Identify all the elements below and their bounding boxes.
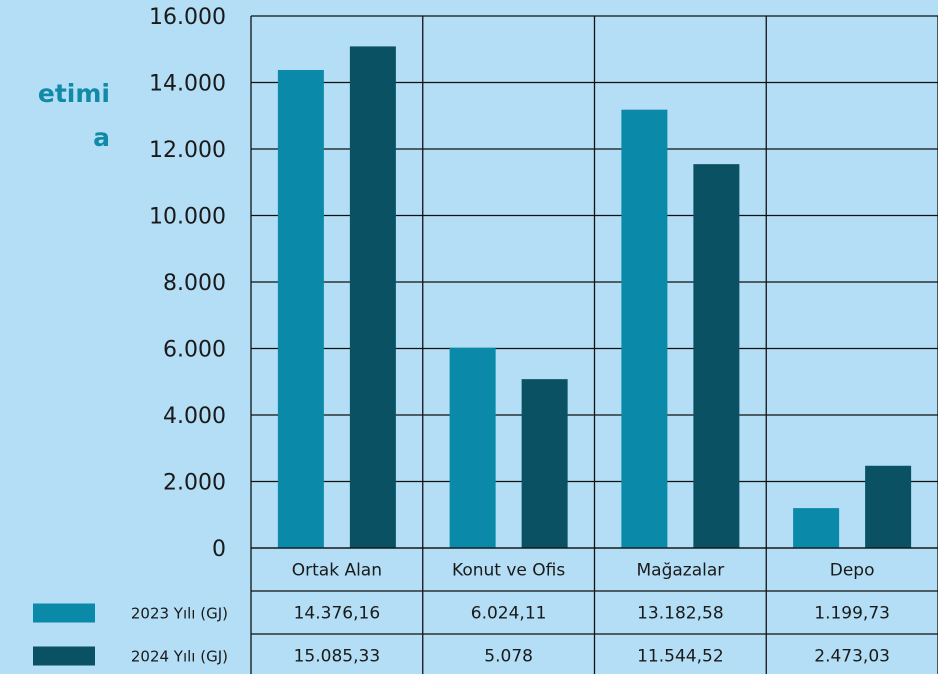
y-tick-label: 10.000 [149,205,226,230]
y-tick-label: 2.000 [163,471,226,496]
legend-swatch-2023 [33,603,95,623]
x-category-label: Mağazalar [636,561,724,581]
bar-2023 [621,109,668,549]
x-category-label: Konut ve Ofis [452,561,565,581]
legend-label: 2024 Yılı (GJ) [131,648,228,666]
bar-2023 [793,508,840,548]
y-tick-label: 6.000 [163,338,226,363]
table-value-cell: 11.544,52 [637,647,724,667]
bar-2023 [449,347,496,548]
y-tick-label: 4.000 [163,404,226,429]
bar-2024 [865,465,912,548]
table-value-cell: 2.473,03 [814,647,890,667]
table-value-cell: 14.376,16 [294,604,381,624]
y-tick-label: 12.000 [149,138,226,163]
y-tick-label: 8.000 [163,271,226,296]
bar-2024 [693,164,740,548]
bar-2023 [277,69,324,549]
table-value-cell: 13.182,58 [637,604,724,624]
title-line-2: a [93,123,110,152]
title-line-1: etimi [37,79,110,108]
chart-title-fragment: etimi a [0,72,110,160]
legend-label: 2023 Yılı (GJ) [131,605,228,623]
x-category-label: Depo [830,561,875,581]
y-tick-label: 0 [212,537,226,562]
bar-2024 [521,379,568,548]
x-category-label: Ortak Alan [292,561,382,581]
table-value-cell: 1.199,73 [814,604,890,624]
legend-swatch-2024 [33,646,95,666]
table-value-cell: 6.024,11 [471,604,547,624]
table-value-cell: 15.085,33 [294,647,381,667]
bar-2024 [349,46,396,548]
y-tick-label: 14.000 [149,72,226,97]
table-value-cell: 5.078 [484,647,533,667]
y-tick-label: 16.000 [149,5,226,30]
